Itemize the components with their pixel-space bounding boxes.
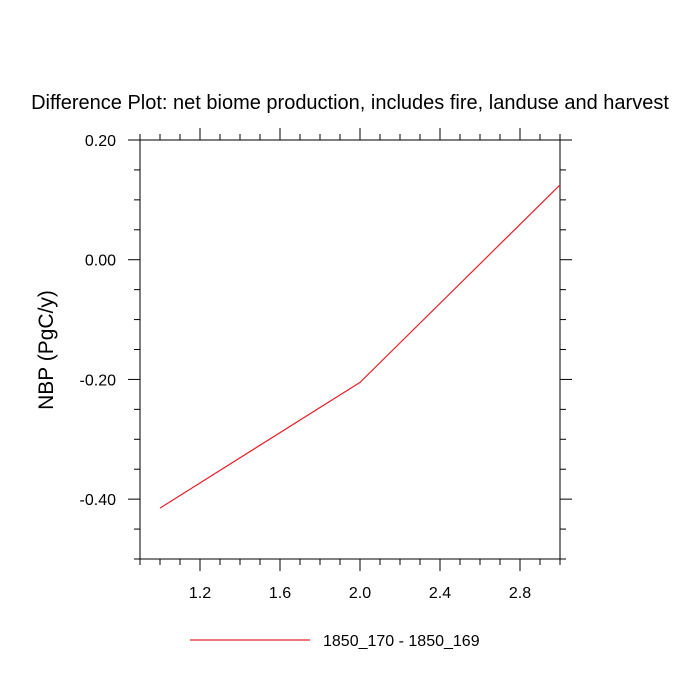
y-tick-label: -0.40 <box>80 492 117 509</box>
x-tick-label: 2.8 <box>509 585 531 602</box>
x-tick-label: 1.6 <box>269 585 291 602</box>
y-tick-label: 0.20 <box>85 133 116 150</box>
y-tick-label: -0.20 <box>80 372 117 389</box>
plot-frame <box>139 139 561 560</box>
axis-tick-labels: 1.2 1.6 2.0 2.4 2.8 -0.40 -0.20 0.00 0.20 <box>80 133 532 602</box>
series-line <box>159 184 561 509</box>
x-tick-label: 2.4 <box>429 585 451 602</box>
x-tick-label: 2.0 <box>349 585 371 602</box>
legend: 1850_170 - 1850_169 <box>190 633 480 650</box>
plot-border <box>139 139 561 560</box>
chart-title: Difference Plot: net biome production, i… <box>31 92 669 114</box>
y-axis-label: NBP (PgC/y) <box>35 290 58 410</box>
legend-label: 1850_170 - 1850_169 <box>323 633 480 650</box>
axis-ticks <box>128 128 572 571</box>
series-layer <box>159 184 561 509</box>
y-tick-label: 0.00 <box>85 253 116 270</box>
x-tick-label: 1.2 <box>189 585 211 602</box>
